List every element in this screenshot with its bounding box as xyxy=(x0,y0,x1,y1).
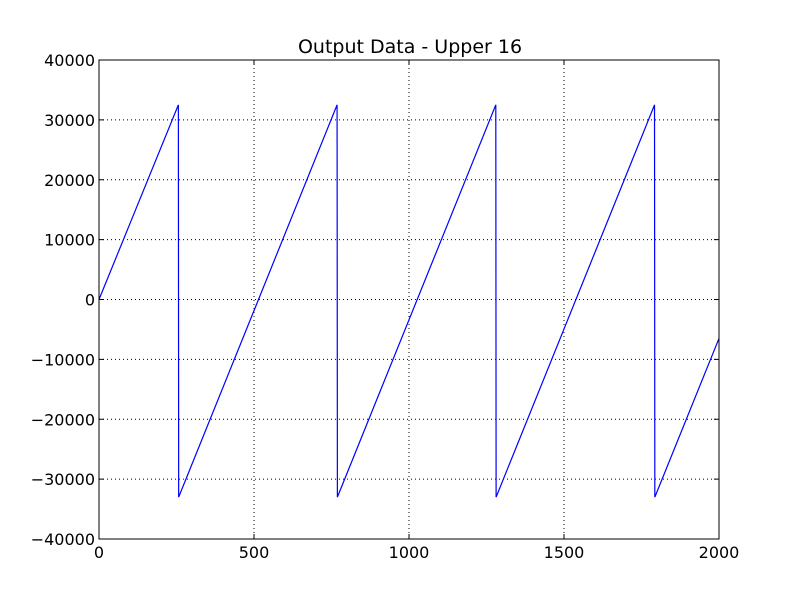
y-tick-label: 0 xyxy=(85,291,95,310)
ticks: 0 500 1000 1500 2000 −40000 −30000 −20000 −10000… xyxy=(31,51,740,562)
y-tick-label: 20000 xyxy=(44,171,95,190)
x-tick-label: 2000 xyxy=(699,543,740,562)
grid xyxy=(99,60,719,539)
series-line-0 xyxy=(98,104,720,498)
y-tick-label: 40000 xyxy=(44,51,95,70)
y-tick-label: −40000 xyxy=(31,530,95,549)
chart-title: Output Data - Upper 16 xyxy=(298,36,522,58)
y-tick-label: 10000 xyxy=(44,231,95,250)
y-tick-label: −30000 xyxy=(31,470,95,489)
x-tick-label: 500 xyxy=(239,543,270,562)
series-layer xyxy=(98,104,720,498)
x-tick-label: 0 xyxy=(94,543,104,562)
y-tick-label: 30000 xyxy=(44,111,95,130)
y-tick-label: −20000 xyxy=(31,410,95,429)
x-tick-label: 1500 xyxy=(544,543,585,562)
x-tick-label: 1000 xyxy=(389,543,430,562)
y-tick-label: −10000 xyxy=(31,350,95,369)
